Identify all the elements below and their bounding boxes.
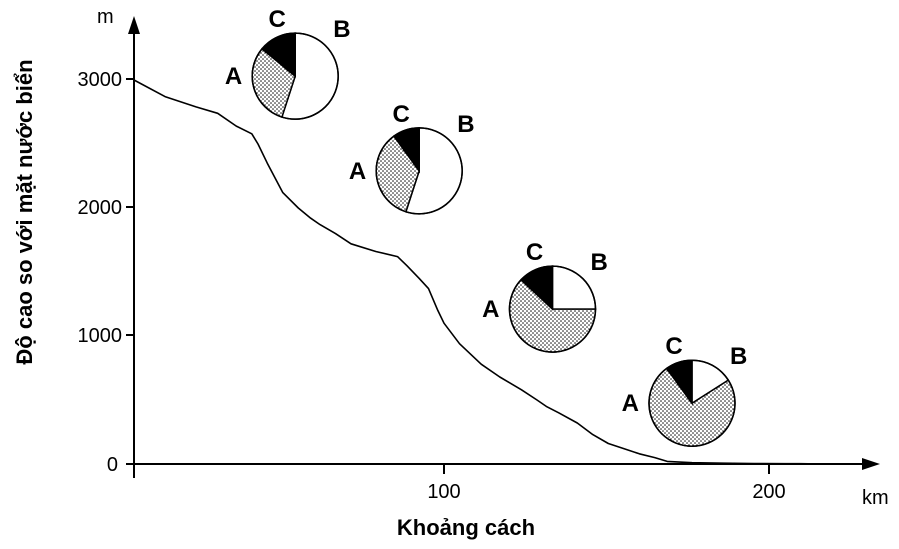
pie-charts: A B C A B C A B C A B C	[225, 6, 747, 447]
pie-3-outline	[508, 265, 597, 353]
y-tick-label-3000: 3000	[78, 69, 123, 91]
x-tick-label-100: 100	[427, 481, 460, 503]
pie-chart-3: A B C	[482, 239, 608, 353]
y-tick-label-0: 0	[107, 454, 118, 476]
pie-1-label-c: C	[269, 6, 286, 33]
y-tick-label-1000: 1000	[78, 325, 123, 347]
y-unit-label: m	[97, 6, 114, 28]
pie-4-label-a: A	[622, 390, 639, 417]
x-tick-label-200: 200	[752, 481, 785, 503]
pie-2-label-c: C	[393, 101, 410, 128]
pie-2-label-a: A	[349, 158, 366, 185]
pie-1-label-a: A	[225, 63, 242, 90]
x-axis-title: Khoảng cách	[397, 515, 535, 540]
pie-1-label-b: B	[333, 16, 350, 43]
elevation-profile-line	[133, 79, 817, 465]
pie-3-label-a: A	[482, 296, 499, 323]
x-axis-arrow	[862, 458, 880, 470]
pie-4-label-c: C	[665, 333, 682, 360]
pie-chart-4: A B C	[622, 333, 747, 447]
y-axis-arrow	[128, 16, 140, 34]
pie-3-label-b: B	[591, 249, 608, 276]
pie-3-label-c: C	[526, 239, 543, 266]
y-ticks: 0 1000 2000 3000	[78, 69, 134, 476]
pie-2-outline	[375, 127, 463, 215]
pie-chart-2: A B C	[349, 101, 475, 215]
x-unit-label: km	[862, 487, 889, 509]
pie-1-outline	[251, 32, 339, 120]
y-axis-title: Độ cao so với mặt nước biển	[12, 59, 37, 364]
pie-2-label-b: B	[457, 111, 474, 138]
x-ticks: 100 200	[427, 464, 786, 503]
pie-4-outline	[648, 359, 736, 447]
y-tick-label-2000: 2000	[78, 197, 123, 219]
pie-4-label-b: B	[730, 343, 747, 370]
pie-chart-1: A B C	[225, 6, 351, 120]
